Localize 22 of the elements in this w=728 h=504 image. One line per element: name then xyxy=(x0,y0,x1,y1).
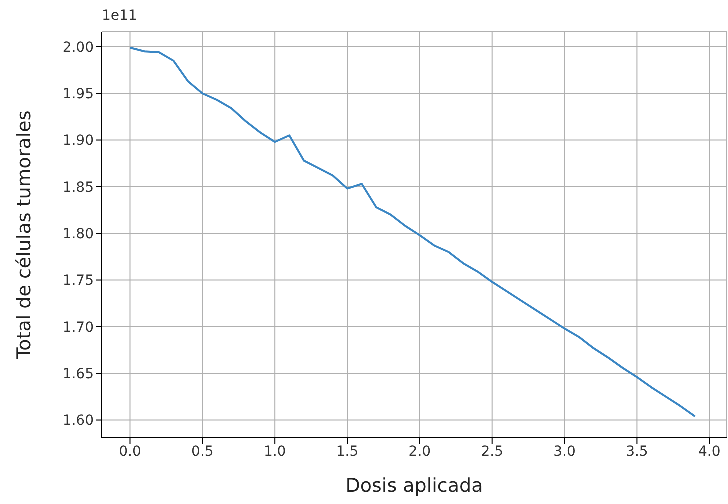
x-tick-label: 0.5 xyxy=(192,444,214,460)
x-tick-label: 2.0 xyxy=(408,444,432,460)
y-tick-label: 1.60 xyxy=(62,413,94,430)
y-tick-label: 1.80 xyxy=(62,226,94,243)
x-tick-label: 3.0 xyxy=(554,444,576,460)
text: 1e11 xyxy=(102,8,138,24)
y-tick-label: 2.00 xyxy=(62,40,94,56)
y-tick-label: 1.65 xyxy=(62,366,94,383)
x-tick-label: 2.5 xyxy=(481,444,504,460)
x-tick-label: 0.0 xyxy=(119,444,142,460)
y-tick-label: 1.90 xyxy=(62,133,94,150)
y-axis-title: Total de células tumorales xyxy=(14,110,36,360)
x-tick-label: 1.0 xyxy=(264,444,286,460)
x-tick-label: 3.5 xyxy=(626,444,648,460)
y-tick-label: 1.95 xyxy=(62,86,94,103)
y-tick-label: 1.75 xyxy=(62,273,94,290)
y-tick-label: 1.85 xyxy=(62,180,94,196)
x-tick-label: 4.0 xyxy=(698,444,721,460)
line-series xyxy=(129,46,696,418)
y-tick-label: 1.70 xyxy=(62,320,94,336)
x-axis-title: Dosis aplicada xyxy=(346,475,484,497)
x-tick-label: 1.5 xyxy=(336,444,359,460)
